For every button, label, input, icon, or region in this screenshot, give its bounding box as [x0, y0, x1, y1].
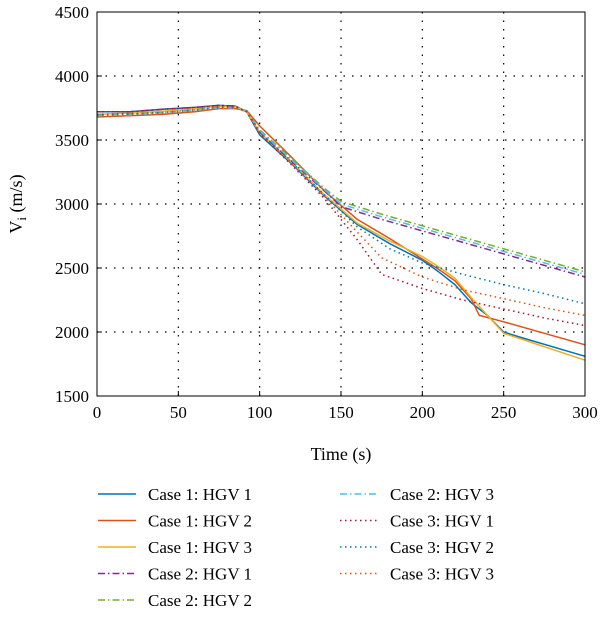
x-tick-label: 0: [93, 403, 102, 422]
x-tick-label: 250: [491, 403, 517, 422]
legend: Case 1: HGV 1 Case 1: HGV 2 Case 1: HGV 3 C…: [98, 485, 494, 610]
x-tick-label: 100: [247, 403, 273, 422]
y-tick-label: 1500: [55, 387, 89, 406]
legend-item-7: Case 3: HGV 1: [340, 512, 494, 531]
y-axis-label: Vi (m/s): [6, 174, 29, 233]
series-line-9: [96, 107, 586, 317]
legend-item-4: Case 2: HGV 1: [98, 565, 252, 584]
series-lines: [96, 104, 586, 361]
y-tick-label: 3500: [55, 131, 89, 150]
grid: [97, 12, 585, 396]
legend-label: Case 1: HGV 2: [148, 512, 252, 531]
y-tick-label: 2500: [55, 259, 89, 278]
x-tick-label: 200: [410, 403, 436, 422]
x-tick-label: 300: [572, 403, 598, 422]
legend-item-8: Case 3: HGV 2: [340, 538, 494, 557]
y-tick-label: 4500: [55, 3, 89, 22]
legend-item-1: Case 1: HGV 1: [98, 485, 252, 504]
y-axis-label-subscript: i: [14, 217, 29, 221]
legend-item-6: Case 2: HGV 3: [340, 485, 494, 504]
x-axis-label: Time (s): [311, 444, 372, 465]
legend-item-9: Case 3: HGV 3: [340, 565, 494, 584]
series-line-5: [96, 106, 586, 273]
legend-item-5: Case 2: HGV 2: [98, 591, 252, 610]
y-axis-label-main: V: [6, 221, 26, 234]
x-tick-label: 150: [328, 403, 354, 422]
legend-label: Case 3: HGV 3: [390, 565, 494, 584]
legend-label: Case 1: HGV 3: [148, 538, 252, 557]
legend-label: Case 2: HGV 2: [148, 591, 252, 610]
y-tick-label: 3000: [55, 195, 89, 214]
legend-item-3: Case 1: HGV 3: [98, 538, 252, 557]
series-line-2: [96, 107, 586, 346]
legend-label: Case 3: HGV 2: [390, 538, 494, 557]
legend-label: Case 3: HGV 1: [390, 512, 494, 531]
axis-ticks: 0 50 100 150 200 250 300 1500 2000 2500 3000 3500 40…: [55, 3, 598, 422]
y-tick-label: 4000: [55, 67, 89, 86]
series-line-4: [97, 104, 586, 278]
series-line-8: [96, 106, 586, 305]
legend-item-2: Case 1: HGV 2: [98, 512, 252, 531]
series-line-6: [96, 107, 586, 276]
legend-label: Case 1: HGV 1: [148, 485, 252, 504]
legend-label: Case 2: HGV 3: [390, 485, 494, 504]
plot-frame: [96, 11, 586, 397]
y-tick-label: 2000: [55, 323, 89, 342]
y-axis-label-unit: (m/s): [6, 174, 27, 217]
x-tick-label: 50: [170, 403, 187, 422]
legend-label: Case 2: HGV 1: [148, 565, 252, 584]
